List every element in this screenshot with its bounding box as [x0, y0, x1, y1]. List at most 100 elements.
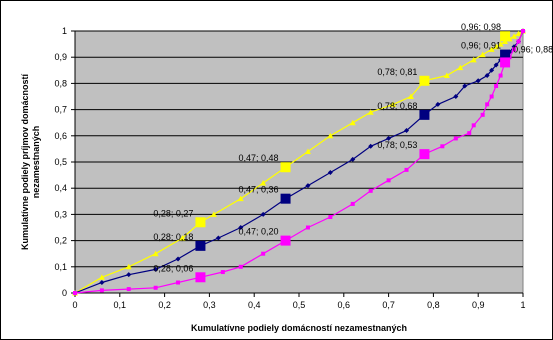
y-axis-title-line: Kumulatívne podiely príjmov domácností [20, 73, 30, 250]
data-label: 0,47; 0,36 [239, 185, 279, 195]
data-point [152, 250, 159, 257]
y-tick-label: 0,1 [54, 262, 67, 272]
data-point [470, 56, 477, 63]
data-label: 0,96; 0,88 [513, 44, 553, 54]
data-point [493, 62, 499, 68]
data-point [435, 101, 441, 107]
y-tick-label: 0,5 [54, 157, 67, 167]
x-tick-label: 0,5 [293, 300, 306, 310]
y-tick-label: 0,4 [54, 183, 67, 193]
x-tick-label: 0,1 [114, 300, 127, 310]
data-point [471, 123, 476, 128]
data-point [515, 30, 522, 37]
data-point [349, 119, 356, 126]
data-point [328, 215, 333, 220]
data-point [305, 183, 311, 189]
highlighted-point [500, 31, 511, 42]
data-labels: 0,28; 0,27 0,47; 0,48 0,78; 0,81 0,96; 0,98… [153, 22, 553, 283]
data-point [175, 256, 181, 262]
data-point [475, 78, 481, 84]
data-point [210, 211, 217, 217]
y-tick-label: 0,2 [54, 236, 67, 246]
data-label: 0,96; 0,91 [461, 41, 501, 51]
data-point [98, 274, 105, 280]
x-tick-label: 0,9 [472, 300, 485, 310]
data-point [516, 39, 521, 44]
data-point [457, 64, 464, 71]
data-point [512, 47, 517, 52]
x-tick-label: 0,2 [158, 300, 171, 310]
data-point [443, 72, 450, 79]
data-point [386, 178, 391, 183]
data-point [498, 73, 503, 78]
x-tick-label: 0,3 [203, 300, 216, 310]
data-point [261, 251, 266, 256]
data-label: 0,28; 0,27 [153, 208, 193, 218]
highlighted-point [280, 235, 291, 246]
data-point [462, 83, 468, 89]
x-tick-label: 0,4 [248, 300, 261, 310]
data-point [440, 144, 445, 149]
y-tick-label: 0,8 [54, 78, 67, 88]
data-point [521, 29, 525, 33]
data-point [467, 131, 472, 136]
data-point [350, 156, 356, 162]
highlighted-point [195, 217, 206, 228]
data-point [237, 195, 244, 202]
data-point [126, 287, 131, 292]
data-label: 0,28; 0,06 [153, 263, 193, 273]
data-point [485, 102, 490, 107]
data-point [260, 211, 266, 217]
y-tick-label: 0 [62, 288, 67, 298]
data-point [497, 41, 504, 47]
data-point [390, 101, 397, 107]
data-label: 0,96; 0,98 [461, 22, 501, 32]
data-point [408, 93, 414, 99]
data-point [453, 94, 459, 99]
axes: 0 0,1 0,2 0,3 0,4 0,5 0,6 0,7 0,8 0,9 1 0 0,1 0,2 0,3 0… [54, 26, 525, 310]
data-point [126, 272, 132, 278]
data-point [73, 291, 77, 295]
x-tick-label: 0,6 [338, 300, 351, 310]
y-axis-title: Kumulatívne podiely príjmov domácnostíne… [20, 73, 41, 250]
highlighted-point [195, 272, 206, 283]
data-point [153, 266, 159, 272]
data-point [176, 280, 181, 285]
data-point [489, 94, 494, 99]
highlighted-point [500, 49, 511, 60]
data-point [238, 264, 243, 269]
data-label: 0,47; 0,20 [239, 227, 279, 237]
data-point [99, 280, 105, 286]
x-tick-label: 0,7 [382, 300, 395, 310]
data-point [260, 179, 267, 186]
data-point [484, 73, 490, 79]
data-point [453, 136, 458, 141]
y-tick-label: 0,3 [54, 209, 67, 219]
data-label: 0,78; 0,68 [377, 101, 417, 111]
data-point [327, 169, 333, 175]
data-point [367, 109, 374, 115]
data-point [179, 234, 186, 241]
x-tick-label: 1 [520, 300, 525, 310]
highlighted-point [419, 109, 430, 120]
grid-lines [75, 30, 523, 268]
data-point [480, 112, 485, 117]
data-point [489, 67, 495, 73]
data-point [350, 201, 355, 206]
data-point [238, 225, 244, 230]
data-point [479, 51, 486, 58]
data-point [404, 128, 410, 134]
data-point [386, 135, 392, 141]
data-label: 0,78; 0,53 [377, 140, 417, 150]
data-point [494, 84, 499, 89]
data-point [305, 225, 310, 230]
data-point [368, 143, 374, 149]
y-tick-label: 1 [62, 26, 67, 36]
data-point [99, 288, 104, 293]
data-label: 0,47; 0,48 [239, 153, 279, 163]
data-point [493, 43, 500, 50]
data-point [304, 148, 311, 155]
highlighted-point [500, 57, 511, 68]
data-point [220, 270, 225, 275]
x-axis-title: Kumulatívne podiely domácností nezamestn… [191, 323, 407, 333]
